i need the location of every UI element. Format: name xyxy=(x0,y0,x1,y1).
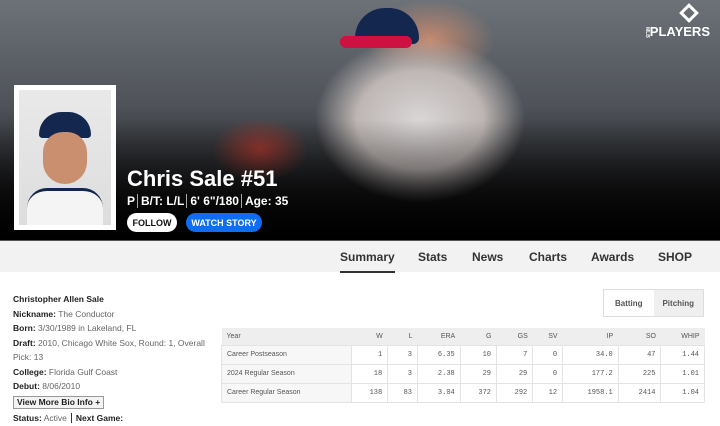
player-meta: P B/T: L/L 6' 6"/180 Age: 35 xyxy=(127,194,289,208)
table-cell: 47 xyxy=(617,344,662,365)
watch-story-button[interactable]: WATCH STORY xyxy=(186,213,262,232)
view-more-bio-button[interactable]: View More Bio Info + xyxy=(13,395,105,409)
college-label: College: xyxy=(13,366,47,377)
table-cell: 6.35 xyxy=(417,344,461,365)
column-header: SO xyxy=(618,328,661,345)
table-cell: 1.04 xyxy=(660,382,705,403)
table-cell: 7 xyxy=(495,344,534,365)
table-cell: 1958.1 xyxy=(562,382,619,403)
hero-banner: MLBPLAYERS xyxy=(0,0,720,240)
logo-prefix: MLB xyxy=(643,27,650,38)
table-cell: 225 xyxy=(617,363,662,384)
table-cell: 138 xyxy=(350,382,389,403)
tab-summary[interactable]: Summary xyxy=(340,250,395,273)
pitcher-cap-brim xyxy=(340,36,412,48)
next-game-label: Next Game: xyxy=(75,412,124,423)
table-cell: 29 xyxy=(459,363,498,384)
table-cell: 2414 xyxy=(617,382,662,403)
table-cell: 3 xyxy=(387,363,418,384)
column-header: W xyxy=(351,328,388,345)
table-cell: 10 xyxy=(459,344,498,365)
table-cell: 83 xyxy=(387,382,418,403)
table-cell: Career Regular Season xyxy=(221,382,352,403)
tab-stats[interactable]: Stats xyxy=(418,250,448,264)
bio-nickname: The Conductor xyxy=(58,308,115,319)
table-cell: 177.2 xyxy=(562,363,619,384)
debut-label: Debut: xyxy=(13,381,40,391)
player-bats-throws: B/T: L/L xyxy=(137,194,185,208)
batting-toggle[interactable]: Batting xyxy=(614,298,643,308)
bio-status: Active xyxy=(43,412,67,423)
table-cell: 1.44 xyxy=(660,344,705,365)
table-cell: 29 xyxy=(495,363,534,384)
nickname-label: Nickname: xyxy=(13,308,56,319)
draft-label: Draft: xyxy=(13,337,36,348)
bio-draft: 2010, Chicago White Sox, Round: 1, Overa… xyxy=(13,337,205,363)
column-header: G xyxy=(460,328,497,345)
tab-charts[interactable]: Charts xyxy=(529,250,568,264)
table-cell: 18 xyxy=(350,363,389,384)
player-position: P xyxy=(127,194,136,208)
table-cell: 12 xyxy=(532,382,564,403)
column-header: WHIP xyxy=(660,328,705,345)
player-name: Chris Sale #51 xyxy=(127,166,278,191)
hero-shade xyxy=(0,120,720,240)
table-cell: 0 xyxy=(532,363,564,384)
table-cell: 0 xyxy=(532,344,564,365)
logo-text: PLAYERS xyxy=(649,24,710,39)
table-cell: Career Postseason xyxy=(221,344,352,365)
table-cell: 34.0 xyxy=(562,344,619,365)
stat-type-toggle: Batting Pitching xyxy=(603,289,704,317)
player-height-weight: 6' 6"/180 xyxy=(186,194,239,208)
table-cell: 2.38 xyxy=(417,363,461,384)
stats-table: Year W L ERA G GS SV IP SO WHIP Career Postseason… xyxy=(221,328,705,403)
column-header: ERA xyxy=(417,328,461,345)
table-cell: 292 xyxy=(495,382,534,403)
bio-born: 3/30/1989 in Lakeland, FL xyxy=(38,323,137,333)
column-header: GS xyxy=(496,328,533,345)
player-headshot xyxy=(14,85,116,230)
table-cell: 1 xyxy=(350,344,389,365)
table-cell: 2024 Regular Season xyxy=(221,363,352,384)
table-cell: 3.04 xyxy=(417,382,461,403)
status-label: Status: xyxy=(13,412,42,423)
column-header: L xyxy=(387,328,418,345)
mlb-players-logo[interactable]: MLBPLAYERS xyxy=(643,3,710,39)
table-row: 2024 Regular Season 18 3 2.38 29 29 0 177.2 225 1… xyxy=(221,363,705,384)
table-cell: 3 xyxy=(387,344,418,365)
bio-debut: 8/06/2010 xyxy=(42,381,81,391)
tab-news[interactable]: News xyxy=(472,250,504,264)
table-cell: 372 xyxy=(459,382,498,403)
born-label: Born: xyxy=(13,323,36,333)
tab-awards[interactable]: Awards xyxy=(591,250,635,264)
table-row: Career Postseason 1 3 6.35 10 7 0 34.0 47 1.44 xyxy=(221,344,705,365)
bio-college: Florida Gulf Coast xyxy=(48,366,118,377)
player-tabs: Summary Stats News Charts Awards SHOP xyxy=(0,240,720,273)
player-bio: Christopher Allen Sale Nickname: The Con… xyxy=(13,292,218,425)
table-cell: 1.01 xyxy=(660,363,705,384)
column-header: SV xyxy=(532,328,563,345)
tab-shop[interactable]: SHOP xyxy=(658,250,693,264)
player-age: Age: 35 xyxy=(240,194,289,208)
column-header: IP xyxy=(562,328,619,345)
bio-full-name: Christopher Allen Sale xyxy=(13,294,104,304)
logo-icon xyxy=(679,3,699,23)
table-row: Career Regular Season 138 83 3.04 372 292 12 19… xyxy=(221,382,705,403)
follow-button[interactable]: FOLLOW xyxy=(127,213,177,232)
column-header: Year xyxy=(221,328,352,345)
pitching-toggle[interactable]: Pitching xyxy=(653,290,703,316)
